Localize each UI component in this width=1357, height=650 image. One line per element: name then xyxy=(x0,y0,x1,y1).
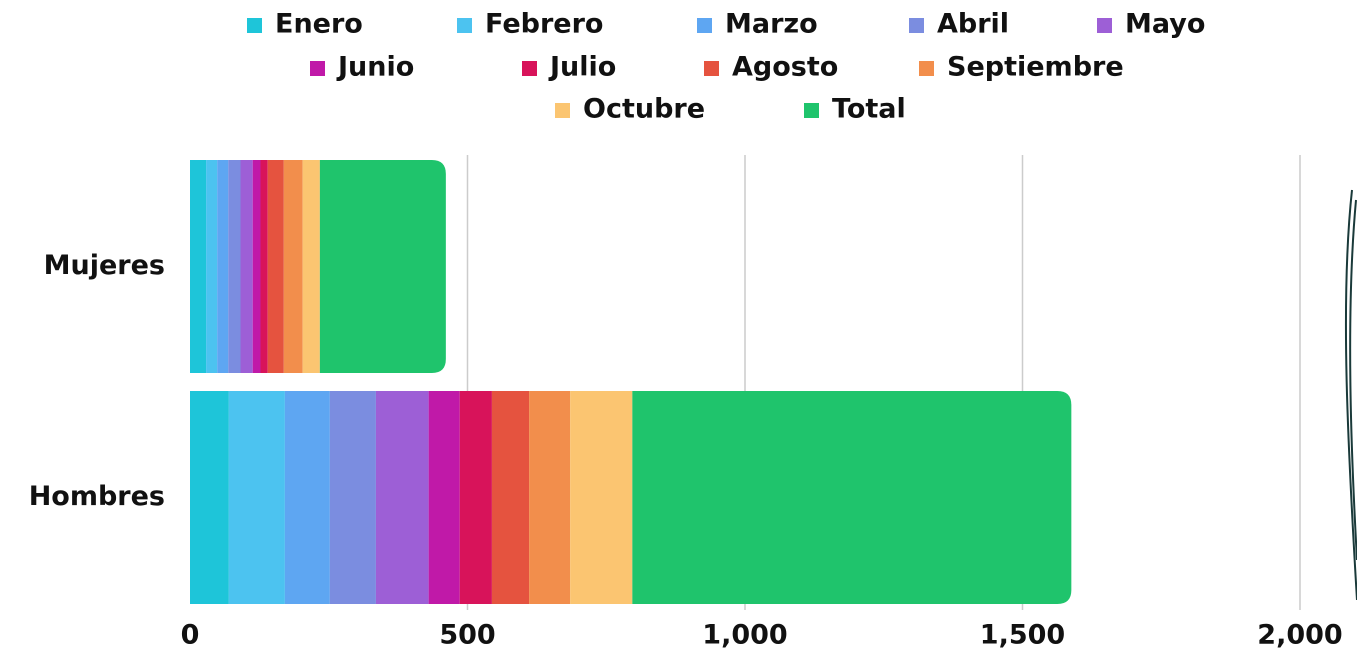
decoration xyxy=(1349,199,1357,561)
bar-segment xyxy=(319,160,446,373)
y-tick-label: Mujeres xyxy=(44,250,165,281)
decoration xyxy=(1344,189,1357,601)
bar-segment xyxy=(267,160,284,373)
bar-segment xyxy=(260,160,268,373)
legend-swatch xyxy=(555,103,570,118)
legend-label: Total xyxy=(832,94,906,125)
x-tick-label: 1,000 xyxy=(702,620,787,650)
bar-segment xyxy=(283,160,303,373)
legend-label: Julio xyxy=(548,52,616,83)
bar-segment xyxy=(428,391,460,604)
legend-label: Enero xyxy=(275,9,363,40)
bar-segment xyxy=(302,160,320,373)
y-tick-label: Hombres xyxy=(29,481,165,512)
bar-segment xyxy=(491,391,530,604)
legend-label: Agosto xyxy=(732,52,838,83)
legend-swatch xyxy=(804,103,819,118)
legend-swatch xyxy=(457,18,472,33)
bar-segment xyxy=(240,160,253,373)
bar-segment xyxy=(217,160,229,373)
bar-segment xyxy=(529,391,571,604)
legend-label: Mayo xyxy=(1125,9,1205,40)
legend-label: Octubre xyxy=(583,94,705,125)
x-tick-label: 0 xyxy=(181,620,200,650)
legend-label: Febrero xyxy=(485,9,603,40)
bar-segment xyxy=(228,160,241,373)
legend-swatch xyxy=(919,61,934,76)
bar-segment xyxy=(190,391,229,604)
legend-swatch xyxy=(697,18,712,33)
labels: 0 500 1,000 1,500 2,000 Mujeres Hombres Enero Fe… xyxy=(29,9,1343,650)
x-tick-label: 1,500 xyxy=(980,620,1065,650)
legend-label: Septiembre xyxy=(947,52,1124,83)
legend-swatch xyxy=(704,61,719,76)
legend-label: Junio xyxy=(336,52,414,83)
x-tick-label: 500 xyxy=(439,620,495,650)
bar-segment xyxy=(190,160,207,373)
legend-swatch xyxy=(247,18,262,33)
bars xyxy=(190,160,1072,604)
bar-segment xyxy=(252,160,261,373)
legend-label: Marzo xyxy=(725,9,818,40)
bar-segment xyxy=(375,391,429,604)
legend-label: Abril xyxy=(937,9,1009,40)
legend-swatch xyxy=(1097,18,1112,33)
bar-segment xyxy=(228,391,285,604)
bar-segment xyxy=(459,391,492,604)
bar-segment xyxy=(284,391,330,604)
legend-swatch xyxy=(909,18,924,33)
bar-segment xyxy=(632,391,1072,604)
bar-segment xyxy=(570,391,633,604)
x-tick-label: 2,000 xyxy=(1257,620,1342,650)
bar-segment xyxy=(206,160,218,373)
legend-swatch xyxy=(522,61,537,76)
bar-segment xyxy=(329,391,376,604)
legend-swatch xyxy=(310,61,325,76)
